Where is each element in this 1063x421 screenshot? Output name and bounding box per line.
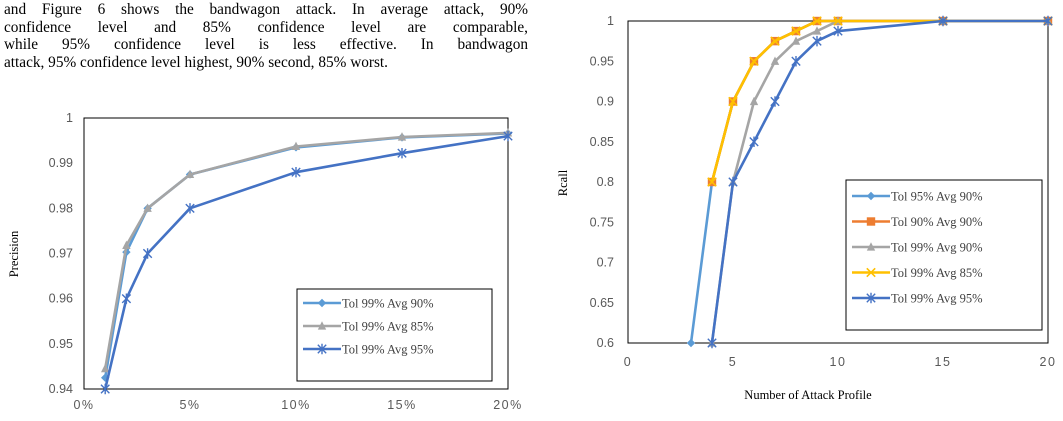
legend-marker xyxy=(866,292,876,304)
data-point xyxy=(833,25,843,37)
y-tick-label: 0.6 xyxy=(597,336,614,350)
data-point xyxy=(833,16,843,26)
y-tick-label: 0.8 xyxy=(597,175,614,189)
y-tick-label: 0.96 xyxy=(49,292,73,306)
y-axis-label: Rcall xyxy=(556,169,570,196)
legend-marker xyxy=(317,343,327,355)
data-point xyxy=(707,337,717,349)
data-point xyxy=(503,130,513,142)
data-point xyxy=(791,26,801,36)
y-tick-label: 0.99 xyxy=(49,156,73,170)
legend-marker xyxy=(866,242,876,251)
data-point xyxy=(185,169,195,179)
x-axis-label: Number of Attack Profile xyxy=(744,388,872,402)
x-tick-label: 15% xyxy=(387,398,417,412)
legend-label: Tol 99% Avg 95% xyxy=(342,343,434,357)
data-point xyxy=(770,56,780,65)
data-point xyxy=(1043,15,1053,27)
legend-marker xyxy=(317,321,327,330)
data-point xyxy=(100,383,110,395)
legend-label: Tol 90% Avg 90% xyxy=(891,215,983,229)
series-x xyxy=(707,16,1053,187)
data-point xyxy=(397,148,407,159)
data-point xyxy=(749,56,759,67)
series-square xyxy=(707,16,1053,187)
data-point xyxy=(749,136,759,147)
x-tick-label: 15 xyxy=(935,355,952,369)
series-star xyxy=(100,130,513,395)
paragraph-line: and Figure 6 shows the bandwagon attack.… xyxy=(4,1,528,18)
series-star xyxy=(707,15,1053,349)
data-point xyxy=(749,96,759,106)
legend-label: Tol 99% Avg 90% xyxy=(342,297,434,311)
y-tick-label: 0.94 xyxy=(49,382,73,396)
data-point xyxy=(121,293,132,304)
data-point xyxy=(707,177,717,187)
series-line xyxy=(710,19,1048,183)
data-point xyxy=(143,203,152,212)
data-point xyxy=(686,338,696,348)
data-point xyxy=(938,15,948,27)
data-point xyxy=(397,132,407,141)
y-tick-label: 0.98 xyxy=(49,201,73,215)
y-tick-label: 1 xyxy=(66,111,73,125)
paragraph-line: while 95% confidence level is less effec… xyxy=(4,36,528,54)
legend: Tol 99% Avg 90% Tol 99% Avg 85% Tol 99% Av… xyxy=(296,288,493,382)
y-tick-label: 0.65 xyxy=(590,296,614,310)
data-point xyxy=(728,176,738,188)
y-tick-label: 0.9 xyxy=(597,95,614,109)
legend-label: Tol 99% Avg 85% xyxy=(342,320,434,334)
data-point xyxy=(812,26,822,35)
body-paragraph: and Figure 6 shows the bandwagon attack.… xyxy=(4,1,528,71)
legend-label: Tol 95% Avg 90% xyxy=(891,190,983,204)
data-point xyxy=(812,16,822,26)
paragraph-line: attack, 95% confidence level highest, 90… xyxy=(4,53,389,71)
data-point xyxy=(770,36,780,46)
y-tick-label: 0.97 xyxy=(49,247,73,261)
legend-label: Tol 99% Avg 95% xyxy=(891,292,983,306)
y-tick-label: 0.85 xyxy=(590,135,614,149)
paragraph-line: confidence level and 85% confidence leve… xyxy=(4,18,528,36)
data-point xyxy=(185,203,195,214)
x-tick-label: 10 xyxy=(830,355,847,369)
legend: Tol 95% Avg 90% Tol 90% Avg 90% Tol 99% Av… xyxy=(845,179,1043,331)
data-point xyxy=(142,248,153,259)
data-point xyxy=(812,35,822,47)
data-point xyxy=(728,96,738,107)
legend-marker xyxy=(866,217,876,226)
legend-marker xyxy=(866,267,876,278)
data-point xyxy=(791,56,801,67)
data-point xyxy=(122,240,131,249)
data-point xyxy=(101,363,110,373)
legend-marker xyxy=(866,191,876,201)
y-tick-label: 0.95 xyxy=(49,337,73,351)
x-tick-label: 10% xyxy=(281,398,311,412)
data-point xyxy=(770,96,780,107)
x-tick-label: 0% xyxy=(73,398,94,412)
y-tick-label: 1 xyxy=(607,14,614,28)
y-tick-label: 0.95 xyxy=(590,54,614,68)
x-tick-label: 5% xyxy=(179,398,200,412)
x-tick-label: 5 xyxy=(729,355,737,369)
x-tick-label: 20% xyxy=(493,398,523,412)
legend-box xyxy=(296,288,493,382)
y-tick-label: 0.7 xyxy=(597,256,614,270)
series-line xyxy=(710,19,1048,183)
legend-marker xyxy=(317,298,327,308)
legend-label: Tol 99% Avg 90% xyxy=(891,241,983,255)
data-point xyxy=(291,167,301,178)
legend-label: Tol 99% Avg 85% xyxy=(891,266,983,280)
plot-area xyxy=(83,117,509,390)
data-point xyxy=(791,36,801,45)
legend-box xyxy=(845,179,1043,331)
y-axis-label: Precision xyxy=(7,230,21,277)
x-tick-label: 20 xyxy=(1040,355,1057,369)
y-tick-label: 0.75 xyxy=(590,215,614,229)
data-point xyxy=(291,141,301,151)
x-tick-label: 0 xyxy=(624,355,632,369)
